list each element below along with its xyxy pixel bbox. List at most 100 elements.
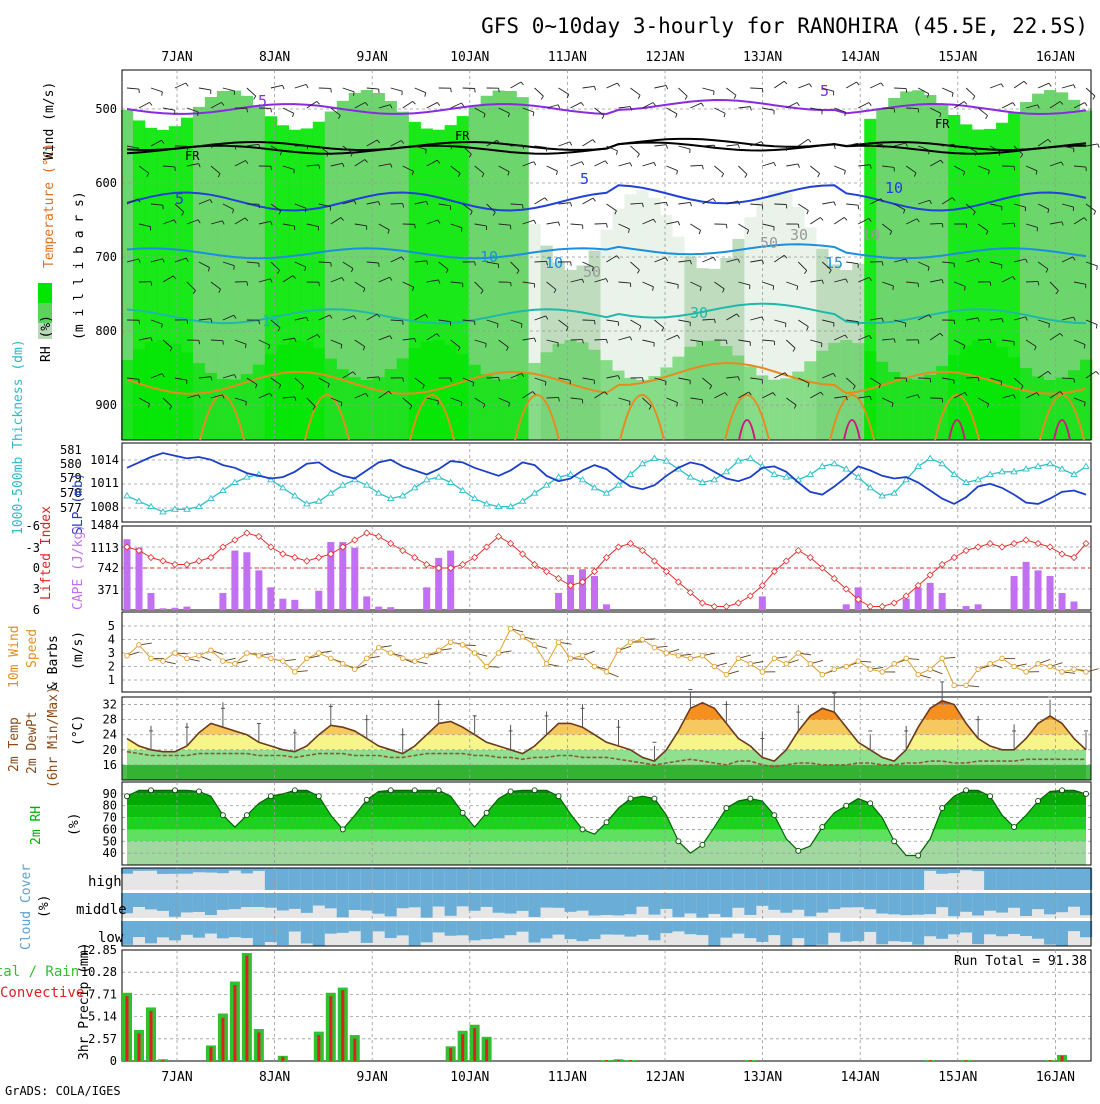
cloud-fill-cell (397, 921, 409, 935)
cloud-fill-cell (1032, 868, 1044, 890)
cloud-fill-cell (433, 893, 445, 907)
wind-barb-feather (475, 89, 476, 93)
wind10-marker (352, 667, 357, 672)
slp-ylabels: 1000-500mb Thickness (dm) SLP (mb) (11, 339, 86, 535)
date-label-top: 12JAN (645, 50, 684, 65)
rh2m-marker (340, 827, 345, 832)
precip-conv-bar (233, 985, 236, 1061)
cloud-fill-cell (744, 921, 756, 938)
wind10-marker (724, 672, 729, 677)
wind-barb (906, 108, 918, 109)
cloud-fill-cell (636, 868, 648, 890)
precip-conv-bar (929, 1060, 932, 1061)
cape-bar (1011, 576, 1018, 610)
rh-lower-column (1056, 378, 1068, 440)
wind10-marker (317, 651, 322, 656)
cloud-fill-cell (1032, 921, 1044, 939)
cloud-fill-cell (145, 893, 157, 909)
cape-ytick: 371 (97, 583, 119, 597)
cloud-fill-cell (241, 893, 253, 907)
slp-bottom-tick: 1484 (90, 518, 119, 532)
cloud-fill-cell (888, 893, 900, 914)
wind-barb-feather (773, 286, 774, 290)
cape-bar (279, 599, 286, 610)
cloud-fill-cell (313, 868, 325, 890)
cloud-fill-cell (960, 921, 972, 933)
cloud-fill-cell (421, 893, 433, 918)
slp-bg (122, 443, 1091, 522)
wind10-marker (640, 637, 645, 642)
wind-barb-feather (247, 108, 248, 112)
wind10-label-a: 10m Wind (7, 625, 22, 688)
wind10-marker (676, 653, 681, 658)
cape-bar (843, 604, 850, 610)
rh2m-marker (964, 788, 969, 793)
upper-ytick: 900 (95, 398, 117, 412)
cloud-fill-cell (217, 868, 229, 873)
cape-bar (603, 604, 610, 610)
precip-conv-bar (353, 1039, 356, 1061)
cloud-fill-cell (337, 921, 349, 933)
rh2m-marker (316, 794, 321, 799)
cloud-fill-cell (1008, 921, 1020, 934)
cloud-fill-cell (936, 921, 948, 939)
temp-ytick: 16 (103, 758, 117, 772)
cloud-fill-cell (493, 921, 505, 938)
cloud-fill-cell (481, 893, 493, 907)
cloud-fill-cell (133, 893, 145, 907)
precip-conv-bar (245, 956, 248, 1061)
precip-conv-bar (461, 1034, 464, 1061)
cloud-empty-cell (960, 868, 972, 890)
cloud-fill-cell (1044, 893, 1056, 914)
precip-conv-bar (209, 1047, 212, 1061)
cloud-fill-cell (229, 893, 241, 909)
cloud-fill-cell (636, 921, 648, 935)
wind-barb-feather (595, 320, 596, 324)
wind10-marker (293, 670, 298, 675)
date-label-bottom: 12JAN (645, 1070, 684, 1085)
cloud-fill-cell (708, 868, 720, 890)
cloud-fill-cell (636, 893, 648, 907)
precip-conv-bar (329, 996, 332, 1061)
wind-barb-feather (234, 266, 235, 270)
wind-barb-feather (942, 398, 943, 402)
cloud-fill-cell (612, 921, 624, 935)
cloud-fill-cell (577, 893, 589, 911)
cloud-fill-cell (517, 868, 529, 890)
wind-barb (487, 377, 499, 378)
wind10-marker (568, 656, 573, 661)
date-label-top: 7JAN (161, 50, 192, 65)
cloud-fill-cell (565, 893, 577, 912)
rh2m-marker (868, 801, 873, 806)
cloud-fill-cell (457, 921, 469, 935)
cloud-fill-cell (924, 893, 936, 914)
cloud-fill-cell (265, 868, 277, 890)
cloud-fill-cell (876, 921, 888, 944)
cloud-fill-cell (289, 868, 301, 890)
mb-axis-label: (m i l l i b a r s) (72, 191, 87, 340)
cloud-fill-cell (541, 868, 553, 890)
cloud-fill-cell (1032, 893, 1044, 909)
wind-barb-feather (451, 88, 452, 92)
wind10-marker (1084, 670, 1089, 675)
wind10-marker (940, 656, 945, 661)
wind10-marker (376, 645, 381, 650)
wind-barb-feather (1096, 325, 1097, 329)
cloud-fill-cell (744, 893, 756, 915)
rh-axis-label: RH (%) (39, 315, 54, 362)
rh-lower-column (181, 352, 193, 440)
wind10-marker (580, 653, 585, 658)
cloud-fill-cell (852, 868, 864, 890)
cloud-fill-cell (157, 893, 169, 911)
cloud-fill-cell (421, 868, 433, 890)
cloud-fill-cell (301, 921, 313, 943)
cape-bar (975, 604, 982, 610)
cape-bar (255, 570, 262, 610)
wind10-marker (400, 656, 405, 661)
precip-conv-bar (149, 1011, 152, 1061)
cloud-ylabels: Cloud Cover (%) high middle low (19, 864, 127, 950)
wind10-marker (1012, 664, 1017, 669)
cloud-fill-cell (660, 868, 672, 890)
